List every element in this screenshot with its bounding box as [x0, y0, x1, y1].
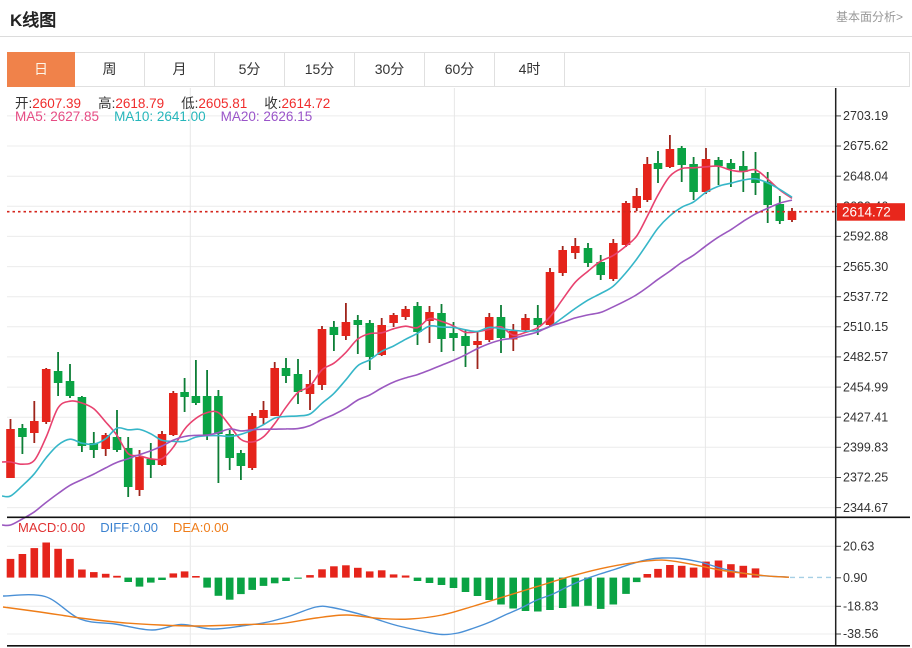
svg-text:-18.83: -18.83	[843, 600, 878, 614]
svg-text:2614.72: 2614.72	[842, 205, 891, 220]
svg-text:2344.67: 2344.67	[843, 501, 888, 515]
svg-text:2510.15: 2510.15	[843, 320, 888, 334]
svg-text:2454.99: 2454.99	[843, 380, 888, 394]
svg-text:2592.88: 2592.88	[843, 230, 888, 244]
svg-text:-38.56: -38.56	[843, 627, 878, 641]
svg-text:2427.41: 2427.41	[843, 410, 888, 424]
svg-text:2372.25: 2372.25	[843, 471, 888, 485]
svg-text:2482.57: 2482.57	[843, 350, 888, 364]
svg-text:2675.62: 2675.62	[843, 139, 888, 153]
svg-text:0.90: 0.90	[843, 571, 867, 585]
svg-text:2565.30: 2565.30	[843, 260, 888, 274]
svg-text:2648.04: 2648.04	[843, 169, 888, 183]
svg-text:2703.19: 2703.19	[843, 109, 888, 123]
svg-text:2399.83: 2399.83	[843, 441, 888, 455]
svg-text:2537.72: 2537.72	[843, 290, 888, 304]
svg-text:20.63: 20.63	[843, 540, 874, 554]
